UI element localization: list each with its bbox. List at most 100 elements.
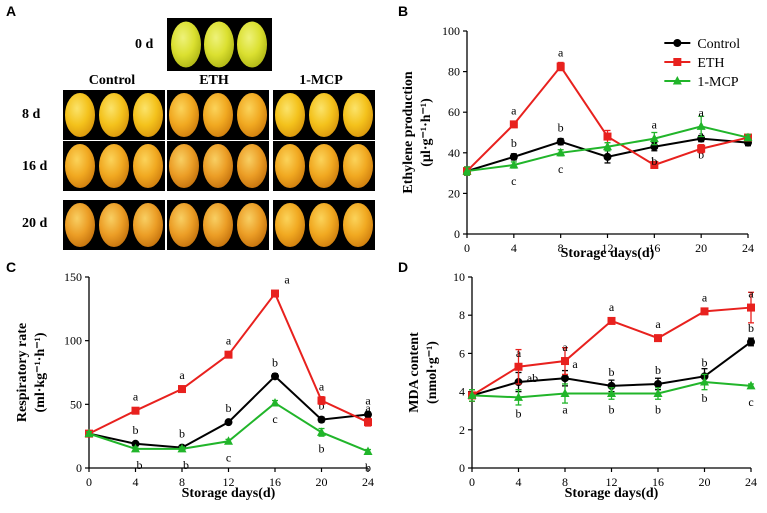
data-point	[607, 316, 616, 325]
x-tick-label: 12	[602, 241, 614, 255]
significance-label: a	[558, 46, 564, 60]
significance-label: b	[702, 355, 708, 369]
significance-label: c	[748, 395, 753, 409]
data-point	[467, 390, 477, 399]
data-point	[84, 428, 94, 438]
x-tick-label: 8	[562, 475, 568, 489]
data-point	[509, 159, 519, 169]
significance-label: b	[137, 458, 143, 472]
significance-label: a	[284, 273, 290, 287]
x-tick-label: 20	[695, 241, 707, 255]
x-tick-label: 0	[464, 241, 470, 255]
data-point	[509, 120, 518, 129]
data-point	[700, 377, 709, 386]
y-axis-title: MDA content	[407, 332, 422, 413]
significance-label: b	[748, 321, 754, 335]
data-point	[747, 303, 755, 312]
data-point	[131, 443, 140, 453]
y-tick-label: 10	[453, 270, 465, 284]
data-point	[509, 152, 518, 161]
y-tick-label: 150	[64, 270, 82, 284]
y-tick-label: 6	[459, 346, 465, 360]
significance-label: b	[651, 154, 657, 168]
data-point	[603, 152, 612, 161]
significance-label: b	[133, 423, 139, 437]
data-point	[560, 388, 570, 398]
data-point	[271, 289, 279, 298]
significance-label: a	[319, 380, 325, 394]
column-label-1mcp: 1-MCP	[299, 73, 343, 88]
photo-grid	[63, 90, 375, 250]
column-label-eth: ETH	[199, 73, 229, 88]
y-tick-label: 60	[448, 105, 460, 119]
data-point	[649, 133, 659, 143]
row-label-20d: 20 d	[22, 216, 48, 231]
significance-label: a	[699, 105, 705, 119]
x-tick-label: 0	[86, 475, 92, 489]
y-tick-label: 20	[448, 186, 460, 200]
y-axis-title: Ethylene production	[401, 71, 416, 193]
x-tick-label: 0	[469, 475, 475, 489]
fruit-photo	[63, 141, 165, 191]
data-point	[700, 307, 709, 316]
significance-label: b	[365, 460, 371, 474]
legend-marker	[673, 58, 682, 66]
fruit-photo	[273, 141, 375, 191]
y-axis-unit: (ml·kg⁻¹·h⁻¹)	[33, 332, 48, 412]
significance-label: b	[609, 365, 615, 379]
data-point	[224, 418, 233, 427]
x-axis-title: Storage days(d)	[561, 246, 655, 261]
row-label-16d: 16 d	[22, 159, 48, 174]
data-point	[317, 396, 326, 405]
significance-label: a	[133, 390, 139, 404]
significance-label: c	[272, 412, 277, 426]
data-point	[131, 439, 140, 448]
row-label-8d: 8 d	[22, 107, 41, 122]
significance-label: a	[226, 334, 232, 348]
x-tick-label: 16	[648, 241, 660, 255]
data-point	[363, 446, 373, 455]
fruit-photo	[273, 90, 375, 140]
significance-label: b	[655, 403, 661, 417]
panel-letter-b: B	[398, 3, 408, 19]
fruit-photo	[167, 200, 269, 250]
data-point	[270, 398, 280, 407]
x-tick-label: 16	[652, 475, 664, 489]
data-point	[556, 147, 566, 157]
significance-label: b	[511, 136, 517, 150]
significance-label: b	[655, 363, 661, 377]
data-point	[364, 410, 372, 419]
x-tick-label: 4	[516, 475, 522, 489]
significance-label: a	[516, 346, 522, 360]
significance-label: a	[562, 340, 568, 354]
x-axis-title: Storage days(d)	[565, 486, 659, 501]
x-axis-title: Storage days(d)	[182, 486, 276, 501]
x-tick-label: 12	[223, 475, 235, 489]
y-axis-unit: (µl·g⁻¹·h⁻¹)	[419, 98, 434, 167]
x-tick-label: 24	[745, 475, 757, 489]
significance-label: b	[609, 403, 615, 417]
x-tick-label: 8	[558, 241, 564, 255]
data-point	[603, 141, 612, 151]
significance-label: b	[319, 399, 325, 413]
significance-label: b	[516, 406, 522, 420]
data-point	[603, 132, 612, 141]
x-tick-label: 20	[699, 475, 711, 489]
x-tick-label: 16	[269, 475, 281, 489]
legend-label: ETH	[697, 56, 724, 71]
data-point	[696, 121, 706, 130]
data-point	[697, 144, 706, 153]
x-tick-label: 24	[362, 475, 374, 489]
data-point	[177, 443, 187, 453]
legend-marker	[672, 76, 682, 85]
fruit-photo	[167, 141, 269, 191]
fruit-photo	[63, 200, 165, 250]
data-point	[364, 418, 372, 427]
y-tick-label: 2	[459, 423, 465, 437]
data-point	[746, 380, 756, 390]
x-tick-label: 4	[133, 475, 139, 489]
y-tick-label: 4	[459, 385, 465, 399]
y-tick-label: 0	[459, 461, 465, 475]
